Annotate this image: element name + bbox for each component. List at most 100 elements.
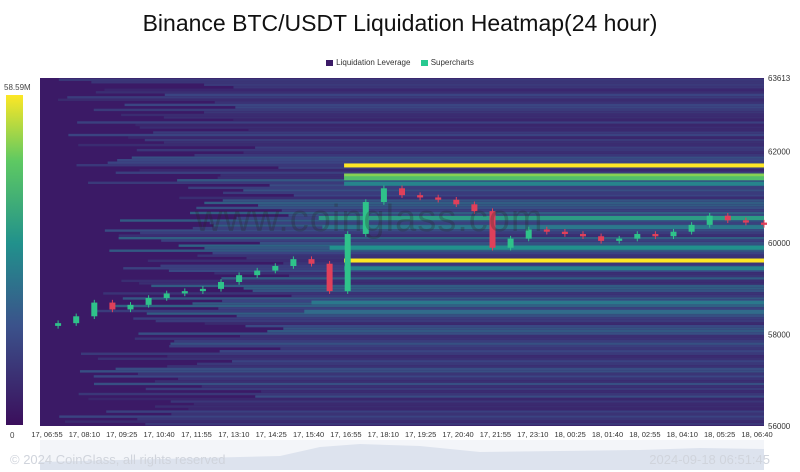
liquidation-band-bg [236,314,764,318]
liquidation-band-bg [248,128,764,132]
liquidation-band-bg [68,133,764,137]
liquidation-band-bg [204,322,764,325]
x-tick-label-12: 17, 21:55 [480,430,511,439]
x-tick-label-3: 17, 10:40 [143,430,174,439]
liquidation-band-bg [233,86,764,89]
liquidation-band-bg [201,385,764,388]
liquidation-band-bg [281,209,764,212]
liquidation-band-bg [128,136,765,139]
liquidation-band-bg [222,199,764,202]
watermark: www.coinglass.com [195,198,544,240]
liquidation-band-bg [243,151,765,154]
liquidation-band-bg [197,362,764,366]
y-axis: 63613 62000 60000 58000 56000 [768,74,791,431]
liquidation-band-bg [233,118,765,122]
timestamp-text: 2024-09-18 06:51:45 [649,452,770,467]
candle-body-15 [326,263,333,292]
x-tick-label-7: 17, 15:40 [293,430,324,439]
liquidation-band-bg [209,221,765,225]
x-tick-label-9: 17, 18:10 [368,430,399,439]
liquidation-band-0 [344,163,764,168]
liquidation-band-bg [57,98,764,102]
liquidation-band-bg [239,334,764,338]
liquidation-band-bg [246,257,765,260]
liquidation-band-bg [106,410,764,413]
liquidation-band-bg [235,106,764,109]
liquidation-band-bg [139,126,764,129]
liquidation-band-bg [58,78,765,81]
liquidation-band-bg [91,81,764,84]
liquidation-band-bg [171,412,764,416]
liquidation-band-bg [167,365,765,368]
liquidation-band-bg [283,262,764,265]
candle-body-30 [598,236,605,241]
liquidation-band-bg [137,372,764,376]
candle-body-14 [308,259,315,264]
liquidation-band-bg [155,319,764,323]
x-tick-label-18: 18, 05:25 [704,430,735,439]
candle-body-39 [761,222,767,225]
x-tick-label-5: 17, 13:10 [218,430,249,439]
candle-body-5 [145,298,152,305]
liquidation-band-bg [93,382,764,386]
liquidation-band-bg [95,91,764,94]
liquidation-band-bg [118,236,764,240]
liquidation-band-bg [214,101,764,104]
liquidation-band-bg [144,138,764,142]
candle-body-31 [616,238,623,241]
candle-body-3 [109,302,116,310]
y-tick-label-2: 60000 [768,239,791,248]
liquidation-band-bg [163,141,765,144]
candle-body-17 [362,202,369,235]
liquidation-band-bg [194,153,765,157]
liquidation-band-bg [170,342,764,345]
liquidation-band-bg [245,324,764,328]
x-tick-label-2: 17, 09:25 [106,430,137,439]
candle-body-26 [525,229,532,239]
legend-item-supercharts[interactable]: Supercharts [420,58,474,67]
colorbar[interactable] [6,95,23,425]
liquidation-band-bg [80,352,765,355]
liquidation-band-bg [232,360,764,363]
liquidation-band-bg [120,219,764,222]
liquidation-band-bg [117,158,765,162]
legend-label-liquidation-leverage: Liquidation Leverage [336,58,411,67]
candle-body-37 [724,215,731,221]
liquidation-band-bg [135,123,764,127]
liquidation-band-bg [88,397,765,401]
liquidation-band-bg [151,284,764,288]
y-tick-label-3: 58000 [768,331,791,340]
liquidation-band-10 [304,309,764,314]
range-navigator[interactable] [40,440,764,470]
x-tick-label-17: 18, 04:10 [667,430,698,439]
liquidation-band-bg [278,166,764,169]
liquidation-band-bg [267,329,764,333]
liquidation-band-bg [252,289,764,293]
legend-swatch-supercharts [420,59,428,66]
liquidation-band-bg [258,204,764,207]
candle-body-24 [489,211,496,248]
x-axis: 17, 06:55 17, 08:10 17, 09:25 17, 10:40 17, … [31,430,772,439]
liquidation-band-bg [134,337,765,340]
liquidation-band-bg [204,111,764,114]
liquidation-band-bg [131,156,765,159]
legend-item-liquidation-leverage[interactable]: Liquidation Leverage [326,58,410,67]
liquidation-band-bg [136,148,764,152]
liquidation-band-6 [329,245,764,250]
x-tick-label-16: 18, 02:55 [629,430,660,439]
liquidation-band-bg [178,377,765,381]
liquidation-band-bg [93,375,765,378]
liquidation-band-bg [118,234,765,237]
liquidation-band-bg [103,292,764,295]
candle-body-35 [688,224,695,232]
candle-body-4 [127,304,134,310]
liquidation-band-bg [177,179,764,182]
liquidation-band-bg [188,407,765,411]
liquidation-band-bg [168,269,764,273]
liquidation-band-bg [179,196,764,200]
liquidation-band-bg [145,387,765,391]
colorbar-max-label: 58.59M [4,83,31,92]
candle-body-6 [163,293,170,299]
liquidation-band-5 [322,225,764,230]
